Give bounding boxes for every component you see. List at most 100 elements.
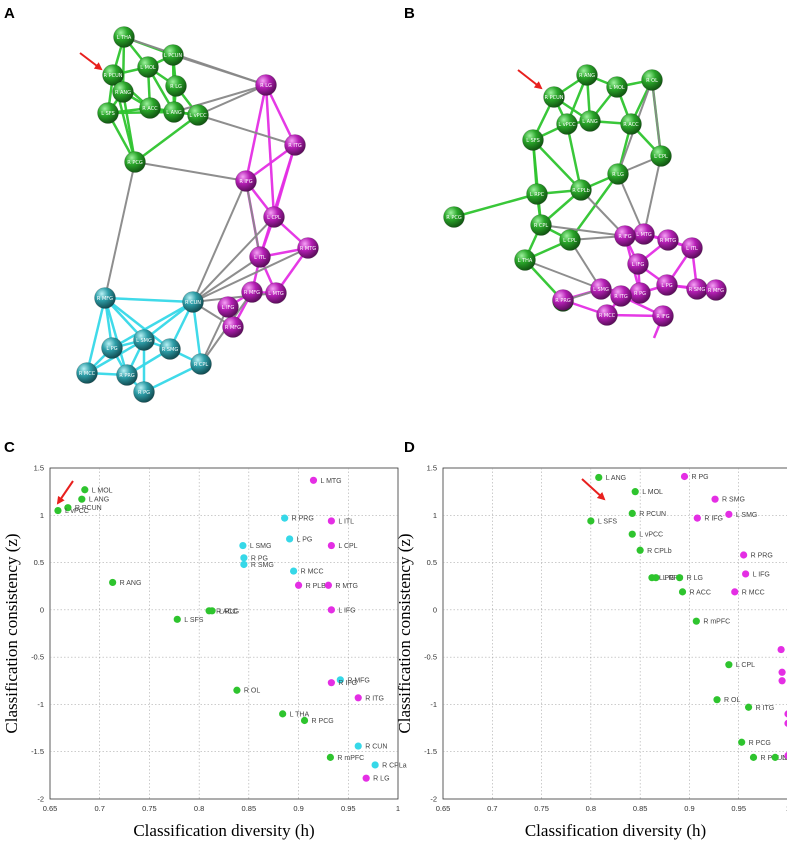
network-node-label: R MTG bbox=[300, 246, 316, 252]
scatter-marker bbox=[777, 645, 785, 654]
network-node-label: R MFG bbox=[244, 290, 260, 296]
scatter-marker bbox=[281, 514, 289, 522]
network-edge-b-between-11 bbox=[651, 79, 662, 157]
scatter-point-label: L MOL bbox=[92, 487, 113, 494]
y-tick-label: 0.5 bbox=[34, 558, 44, 567]
network-graph-b: R ANG L MOL R OL R PCUN L ANG L vPCC L SFS R AC… bbox=[443, 64, 727, 339]
network-node-a-r-mfg: R MFG bbox=[94, 287, 116, 309]
network-edge-a-cyan-0 bbox=[104, 296, 194, 304]
scatter-marker bbox=[713, 696, 721, 704]
scatter-point-label: L SFS bbox=[184, 617, 204, 624]
scatter-marker bbox=[362, 774, 370, 782]
network-node-label: R IFG bbox=[618, 234, 631, 240]
x-tick-label: 0.75 bbox=[142, 804, 157, 813]
network-node-label: R ACC bbox=[142, 106, 158, 112]
network-node-b-l-ang: L ANG bbox=[579, 110, 601, 132]
scatter-marker bbox=[595, 473, 603, 482]
scatter-point-d-r-pg: R PG bbox=[680, 472, 709, 481]
network-edge-b-between-7 bbox=[524, 259, 602, 290]
scatter-marker bbox=[240, 560, 248, 569]
network-node-sphere bbox=[255, 74, 277, 96]
scatter-point-label: R LG bbox=[373, 776, 389, 783]
network-node-sphere bbox=[159, 338, 181, 360]
network-node-a-l-tha: L THA bbox=[113, 26, 135, 48]
scatter-point-c-l-tha: L THA bbox=[279, 710, 309, 718]
network-node-sphere bbox=[590, 278, 612, 300]
scatter-chart-d: 0.65 0.7 0.75 0.8 0.85 0.9 0.95 1 1.5 1 0.5 0 -0.5 -1… bbox=[395, 464, 787, 840]
scatter-point-label: R OL bbox=[724, 697, 740, 704]
network-node-a-r-mfg: R MFG bbox=[241, 281, 263, 303]
network-node-a-r-pcun: R PCUN bbox=[102, 64, 124, 86]
scatter-point-label: L vPCC bbox=[639, 532, 663, 539]
scatter-marker bbox=[742, 570, 750, 578]
network-node-b-r-cplb: R CPLb bbox=[570, 179, 592, 201]
scatter-point-c-l-cpl: L CPL bbox=[327, 541, 358, 550]
network-node-b-l-mtg: L MTG bbox=[633, 223, 655, 245]
scatter-point-label: R SMG bbox=[722, 497, 745, 504]
network-node-b-r-lg: R LG bbox=[607, 163, 629, 185]
network-node-a-r-prg: R PRG bbox=[116, 364, 138, 386]
scatter-point-c-r-lg: R LG bbox=[362, 774, 390, 783]
scatter-point-label: L IFG bbox=[338, 607, 355, 614]
scatter-marker bbox=[784, 752, 787, 759]
scatter-point-d-l-tha: L THA bbox=[784, 710, 787, 718]
network-node-sphere bbox=[596, 304, 618, 326]
x-tick-label: 1 bbox=[786, 804, 787, 813]
scatter-point-c-l-pg: L PG bbox=[286, 535, 312, 543]
scatter-marker bbox=[327, 606, 335, 614]
scatter-point-c-r-plb: R PLB bbox=[294, 581, 326, 590]
network-node-sphere bbox=[163, 101, 185, 123]
network-node-sphere bbox=[97, 102, 119, 124]
network-node-b-l-smg: L SMG bbox=[590, 278, 612, 300]
network-node-b-r-ang: R ANG bbox=[576, 64, 598, 86]
y-tick-label: -2 bbox=[430, 795, 437, 804]
scatter-marker bbox=[784, 710, 787, 718]
scatter-marker bbox=[725, 510, 733, 518]
network-node-sphere bbox=[705, 279, 727, 301]
network-node-label: R IFG bbox=[656, 314, 669, 320]
network-edge-a-between-5 bbox=[134, 161, 247, 182]
scatter-point-label: L IFG bbox=[753, 571, 770, 578]
network-node-sphere bbox=[76, 362, 98, 384]
scatter-point-label: R ANG bbox=[120, 580, 142, 587]
network-node-label: L PG bbox=[661, 283, 672, 289]
scatter-marker bbox=[738, 738, 746, 746]
scatter-marker bbox=[309, 476, 318, 484]
network-node-a-l-smg: L SMG bbox=[133, 329, 155, 351]
red-arrow-b bbox=[517, 69, 543, 90]
network-edge-a-between-14 bbox=[200, 306, 229, 365]
panel-letter-a: A bbox=[4, 5, 15, 22]
network-node-label: L SMG bbox=[593, 287, 609, 293]
red-arrow-c bbox=[56, 480, 74, 505]
y-tick-label: 1 bbox=[433, 511, 437, 520]
network-edge-a-cyan-3 bbox=[104, 297, 171, 350]
scatter-point-label: L vPCC bbox=[65, 508, 89, 515]
network-node-sphere bbox=[681, 237, 703, 259]
scatter-point-d-l-lg: L LG bbox=[771, 753, 787, 762]
scatter-point-d-r-mtg: R MTG bbox=[778, 668, 786, 676]
y-tick-label: -1 bbox=[37, 700, 44, 709]
y-tick-label: 1.5 bbox=[34, 464, 44, 473]
scatter-marker bbox=[725, 661, 733, 669]
network-node-a-r-lg: R LG bbox=[165, 75, 187, 97]
scatter-point-label: R IFG bbox=[704, 516, 723, 523]
network-node-label: L THA bbox=[117, 35, 132, 41]
network-edge-b-between-3 bbox=[643, 155, 662, 235]
scatter-point-label: R MCC bbox=[301, 569, 324, 576]
network-node-a-r-cun: R CUN bbox=[182, 291, 204, 313]
scatter-point-label: L SFS bbox=[598, 518, 618, 525]
scatter-point-d-r-prg: R PRG bbox=[740, 551, 773, 560]
network-edge-a-green-23 bbox=[134, 113, 199, 164]
scatter-point-label: R PRG bbox=[751, 553, 773, 560]
network-node-sphere bbox=[610, 285, 632, 307]
network-edge-b-between-4 bbox=[580, 189, 626, 237]
scatter-marker bbox=[587, 517, 595, 525]
network-node-b-l-tha: L THA bbox=[514, 249, 536, 271]
network-node-label: R CPLb bbox=[572, 188, 590, 194]
network-node-label: R PCUN bbox=[545, 95, 564, 101]
y-tick-label: -2 bbox=[37, 795, 44, 804]
network-edge-b-green-30 bbox=[531, 139, 543, 226]
network-node-label: R SMG bbox=[689, 287, 706, 293]
network-node-sphere bbox=[187, 104, 209, 126]
